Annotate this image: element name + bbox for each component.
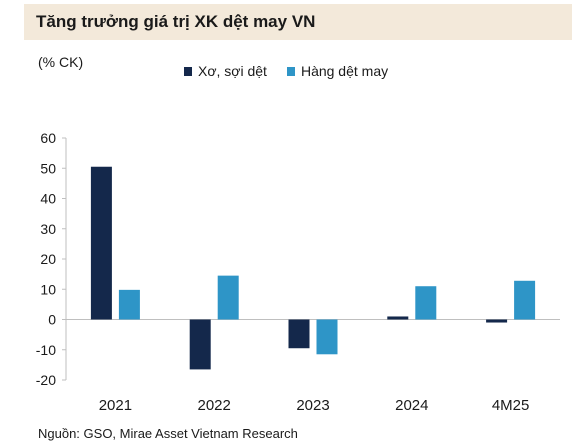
x-tick-label: 2024	[395, 397, 428, 414]
bar-1-2021	[90, 166, 112, 320]
bar-2-2024	[415, 286, 437, 320]
legend: Xơ, sợi dệt Hàng dệt may	[184, 63, 408, 79]
x-tick-label: 2022	[198, 397, 231, 414]
legend-item-series-2: Hàng dệt may	[286, 63, 389, 79]
legend-label-series-2: Hàng dệt may	[300, 63, 389, 79]
y-tick-label: 20	[40, 251, 56, 267]
bar-1-2022	[189, 319, 211, 370]
x-tick-label: 2021	[99, 397, 132, 414]
bar-1-2023	[288, 319, 310, 349]
y-tick-label: 60	[40, 130, 56, 146]
bar-2-2022	[217, 275, 239, 320]
y-tick-label: -10	[36, 342, 56, 358]
bar-1-2024	[387, 316, 409, 320]
legend-swatch-series-2	[286, 66, 295, 76]
x-tick-label: 4M25	[492, 397, 530, 414]
chart-title-bar: Tăng trưởng giá trị XK dệt may VN	[24, 4, 572, 40]
y-axis-unit-label: (% CK)	[38, 54, 84, 70]
y-tick-label: 50	[40, 160, 56, 176]
y-tick-label: 0	[48, 312, 56, 328]
bar-2-2021	[118, 289, 140, 320]
chart-title: Tăng trưởng giá trị XK dệt may VN	[36, 12, 316, 31]
y-tick-label: 30	[40, 221, 56, 237]
y-tick-label: -20	[36, 372, 56, 388]
source-note: Nguồn: GSO, Mirae Asset Vietnam Research	[38, 426, 298, 441]
y-tick-label: 40	[40, 191, 56, 207]
legend-swatch-series-1	[184, 66, 192, 76]
legend-label-series-1: Xơ, sợi dệt	[198, 63, 267, 79]
bar-2-4m25	[514, 280, 536, 320]
y-tick-label: 10	[40, 281, 56, 297]
legend-item-series-1: Xơ, sợi dệt	[184, 63, 267, 79]
bar-2-2023	[316, 319, 338, 355]
x-tick-label: 2023	[296, 397, 329, 414]
bar-1-4m25	[486, 319, 508, 323]
